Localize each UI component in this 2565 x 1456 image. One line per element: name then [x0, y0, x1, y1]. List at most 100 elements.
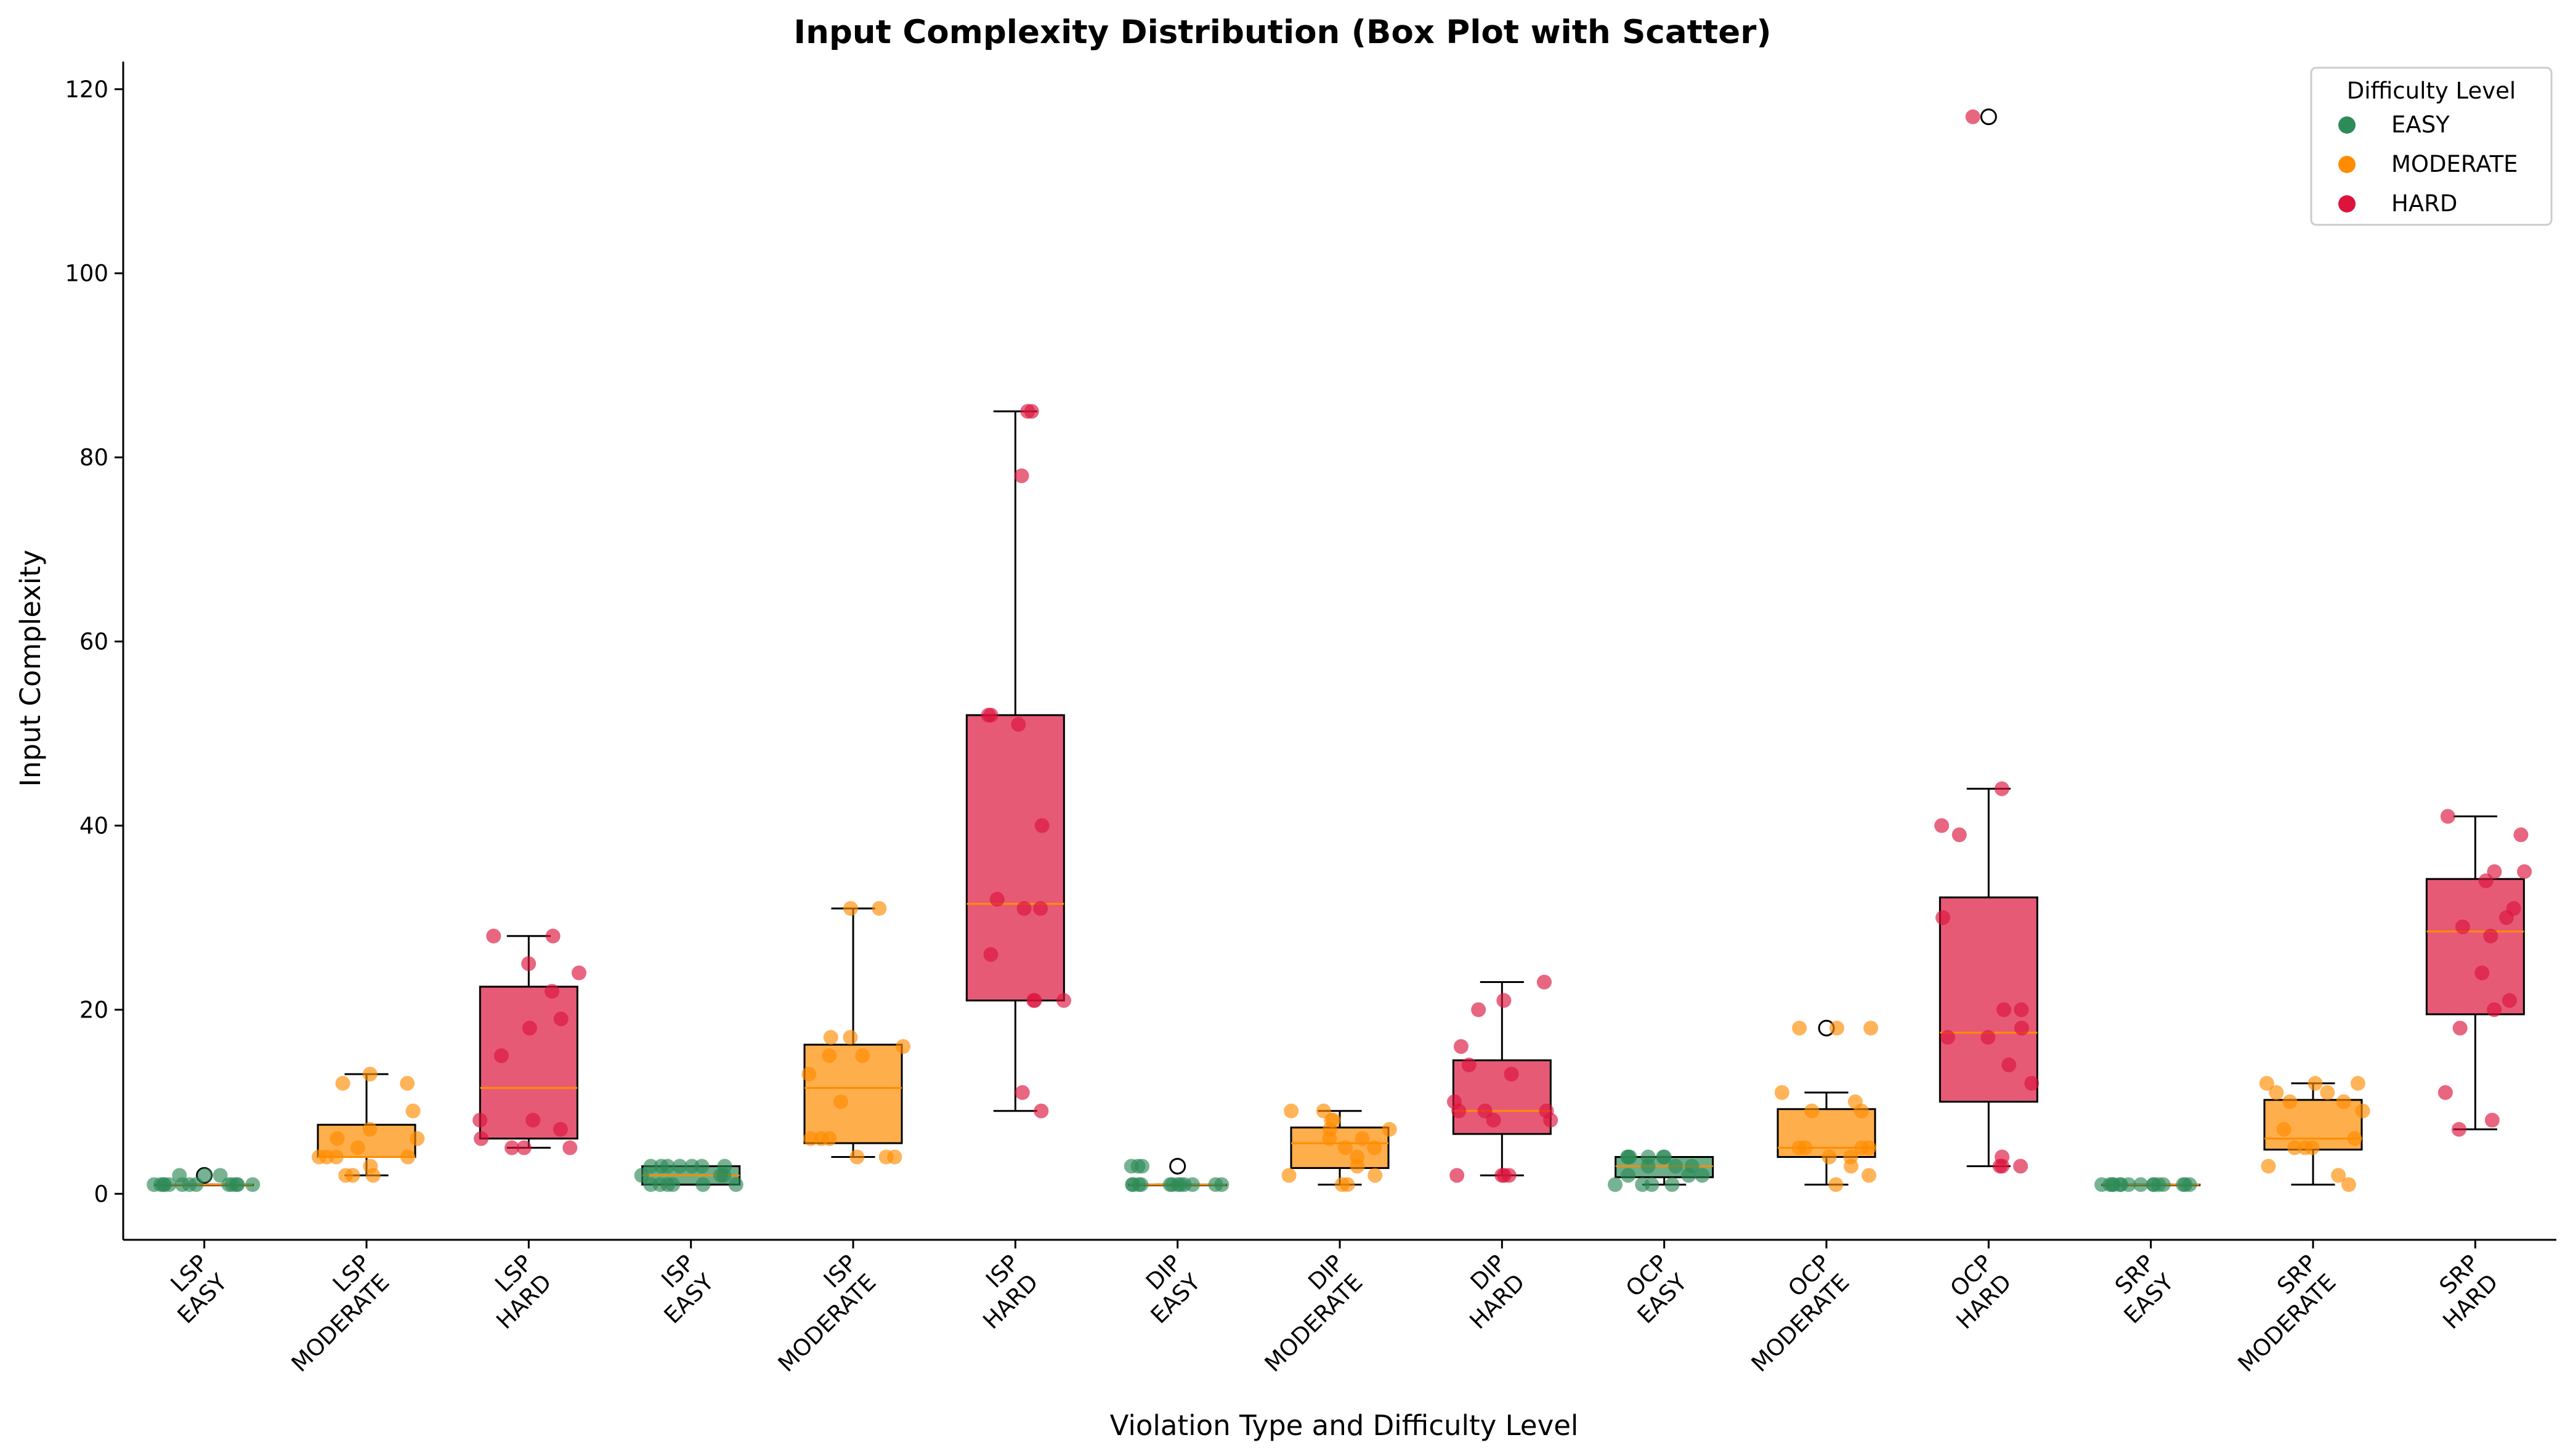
x-tick-label: LSPHARD: [472, 1250, 556, 1334]
box-group-srp-easy: [2094, 1177, 2201, 1192]
scatter-point: [2014, 1021, 2029, 1036]
box-group-dip-moderate: [1281, 1103, 1397, 1192]
scatter-point: [684, 1159, 700, 1174]
scatter-point: [338, 1168, 354, 1183]
scatter-point: [1995, 1149, 2010, 1165]
scatter-point: [2308, 1075, 2323, 1091]
scatter-point: [1368, 1168, 1383, 1183]
scatter-point: [2484, 1112, 2500, 1128]
scatter-point: [2331, 1168, 2346, 1183]
scatter-point: [182, 1177, 197, 1192]
scatter-point: [1847, 1094, 1863, 1109]
box-group-ocp-hard: [1934, 108, 2040, 1174]
scatter-point: [213, 1168, 228, 1183]
scatter-point: [672, 1159, 687, 1174]
y-tick-label: 0: [94, 1181, 108, 1207]
scatter-point: [1635, 1177, 1650, 1192]
scatter-point: [172, 1168, 187, 1183]
scatter-point: [652, 1177, 668, 1192]
scatter-point: [1934, 818, 1950, 833]
scatter-point: [1011, 717, 1026, 732]
scatter-point: [1281, 1168, 1297, 1183]
x-tick-label: OCPEASY: [1613, 1250, 1693, 1329]
legend: Difficulty Level EASY MODERATE HARD: [2310, 67, 2553, 226]
scatter-point: [1015, 1085, 1030, 1100]
scatter-point: [224, 1177, 240, 1192]
scatter-point: [2121, 1177, 2136, 1192]
scatter-point: [2341, 1177, 2356, 1192]
scatter-point: [1994, 781, 2009, 796]
scatter-point: [2287, 1140, 2303, 1155]
scatter-point: [350, 1140, 365, 1155]
x-tick-label: SRPEASY: [2100, 1250, 2179, 1329]
scatter-point: [525, 1112, 541, 1128]
scatter-point: [2269, 1085, 2284, 1100]
scatter-point: [2347, 1131, 2362, 1146]
scatter-point: [1382, 1122, 1397, 1137]
scatter-point: [1453, 1039, 1469, 1054]
scatter-point: [362, 1066, 378, 1082]
y-tick-label: 80: [79, 445, 108, 471]
scatter-point: [545, 984, 560, 999]
scatter-point: [1477, 1103, 1493, 1118]
scatter-point: [823, 1030, 838, 1045]
scatter-point: [2176, 1177, 2191, 1192]
scatter-point: [1668, 1159, 1684, 1174]
y-tick-label: 120: [65, 76, 108, 103]
outlier-marker: [1169, 1157, 1186, 1175]
scatter-point: [571, 965, 586, 981]
scatter-point: [400, 1149, 416, 1165]
scatter-point: [2276, 1122, 2291, 1137]
scatter-point: [1125, 1177, 1141, 1192]
scatter-point: [2102, 1177, 2118, 1192]
scatter-point: [2014, 1002, 2029, 1017]
scatter-point: [887, 1149, 902, 1165]
scatter-point: [405, 1103, 421, 1118]
scatter-point: [1862, 1168, 1877, 1183]
plot-area: [147, 108, 2532, 1192]
scatter-point: [1536, 974, 1552, 990]
scatter-point: [1861, 1140, 1876, 1155]
legend-entry-moderate: MODERATE: [2391, 151, 2518, 177]
x-tick-label: DIPEASY: [1127, 1250, 1206, 1329]
scatter-point: [983, 947, 999, 962]
box-group-ocp-easy: [1608, 1149, 1714, 1192]
scatter-point: [855, 1048, 870, 1064]
box-group-dip-hard: [1446, 974, 1558, 1183]
x-tick-label: LSPEASY: [153, 1250, 233, 1329]
scatter-point: [896, 1039, 911, 1054]
x-tick-label: OCPMODERATE: [1727, 1250, 1855, 1377]
scatter-point: [2355, 1103, 2370, 1118]
scatter-point: [2487, 864, 2502, 880]
scatter-point: [1284, 1103, 1299, 1118]
box-group-isp-easy: [634, 1159, 744, 1192]
scatter-point: [1056, 993, 1071, 1008]
scatter-point: [197, 1168, 213, 1183]
scatter-point: [1829, 1021, 1844, 1036]
box-group-lsp-hard: [472, 928, 586, 1155]
scatter-point: [843, 900, 858, 916]
scatter-point: [634, 1168, 649, 1183]
box: [1939, 896, 2038, 1103]
box-group-srp-hard: [2425, 809, 2532, 1137]
scatter-point: [1640, 1149, 1656, 1165]
scatter-point: [2517, 864, 2532, 880]
scatter-point: [2001, 1058, 2017, 1073]
scatter-point: [1608, 1177, 1623, 1192]
scatter-point: [814, 1131, 829, 1146]
scatter-point: [1504, 1066, 1519, 1082]
scatter-point: [822, 1048, 837, 1064]
y-tick-label: 20: [79, 997, 108, 1023]
scatter-point: [803, 1131, 819, 1146]
scatter-point: [2440, 809, 2455, 824]
legend-title: Difficulty Level: [2347, 78, 2516, 104]
legend-marker-easy: [2338, 116, 2356, 134]
scatter-point: [1185, 1177, 1200, 1192]
scatter-point: [1367, 1140, 1382, 1155]
x-tick-label: DIPHARD: [1445, 1250, 1530, 1334]
scatter-point: [1940, 1030, 1955, 1045]
scatter-point: [311, 1149, 326, 1165]
scatter-point: [1935, 910, 1951, 925]
scatter-point: [2151, 1177, 2166, 1192]
scatter-point: [801, 1066, 817, 1082]
